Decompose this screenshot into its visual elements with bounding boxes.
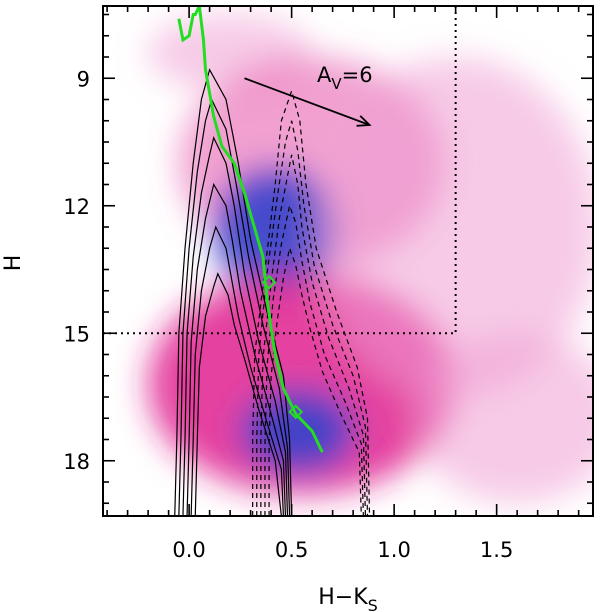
- dashed-contour-5: [268, 246, 362, 516]
- y-axis-label: H: [1, 255, 26, 272]
- x-axis-label: H−KS: [318, 585, 378, 612]
- x-tick-label-4: 1.5: [480, 538, 513, 562]
- y-tick-label-1: 9: [77, 67, 90, 91]
- extinction-annotation: AV=6: [317, 63, 373, 93]
- dashed-contour-3: [260, 154, 367, 516]
- y-tick-label-2: 12: [63, 195, 90, 219]
- plot-frame: [102, 5, 594, 517]
- solid-contour-5: [190, 225, 285, 516]
- y-tick-label-3: 15: [63, 322, 90, 346]
- y-tick-label-4: 18: [63, 450, 90, 474]
- track-marker-2: [288, 404, 304, 420]
- x-tick-label-1: 0.0: [172, 538, 205, 562]
- model-track-line: [177, 6, 324, 453]
- axis-ticks: [103, 6, 593, 516]
- dashed-contour-1: [252, 88, 371, 516]
- dashed-contour-4: [264, 203, 364, 516]
- solid-contour-4: [186, 182, 287, 516]
- solid-contour-6: [194, 272, 282, 516]
- annotation-main: A: [317, 63, 332, 87]
- dashed-contour-2: [256, 120, 369, 516]
- solid-contour-1: [174, 68, 293, 516]
- solid-contours: [174, 68, 293, 516]
- annotation-tail: =6: [342, 63, 373, 87]
- dashed-contours: [252, 88, 371, 516]
- solid-contour-3: [182, 135, 289, 516]
- annotation-subscript: V: [331, 75, 342, 93]
- x-axis-label-main: H−K: [318, 585, 368, 610]
- x-tick-label-2: 0.5: [275, 538, 308, 562]
- x-axis-label-subscript: S: [368, 596, 378, 612]
- density-blob-5: [240, 388, 356, 474]
- density-blob-7: [414, 333, 593, 504]
- solid-contour-2: [178, 97, 291, 516]
- axis-tick-labels: 0.0 0.5 1.0 1.5 9 12 15 18: [63, 67, 513, 562]
- x-tick-label-3: 1.0: [377, 538, 410, 562]
- track-marker-1: [261, 274, 277, 290]
- density-map: [148, 14, 593, 504]
- reddening-vector-arrowhead: [356, 115, 372, 127]
- model-track-markers: [261, 274, 304, 420]
- density-blob-6: [312, 57, 593, 397]
- reddening-vector-arrow: [244, 77, 370, 126]
